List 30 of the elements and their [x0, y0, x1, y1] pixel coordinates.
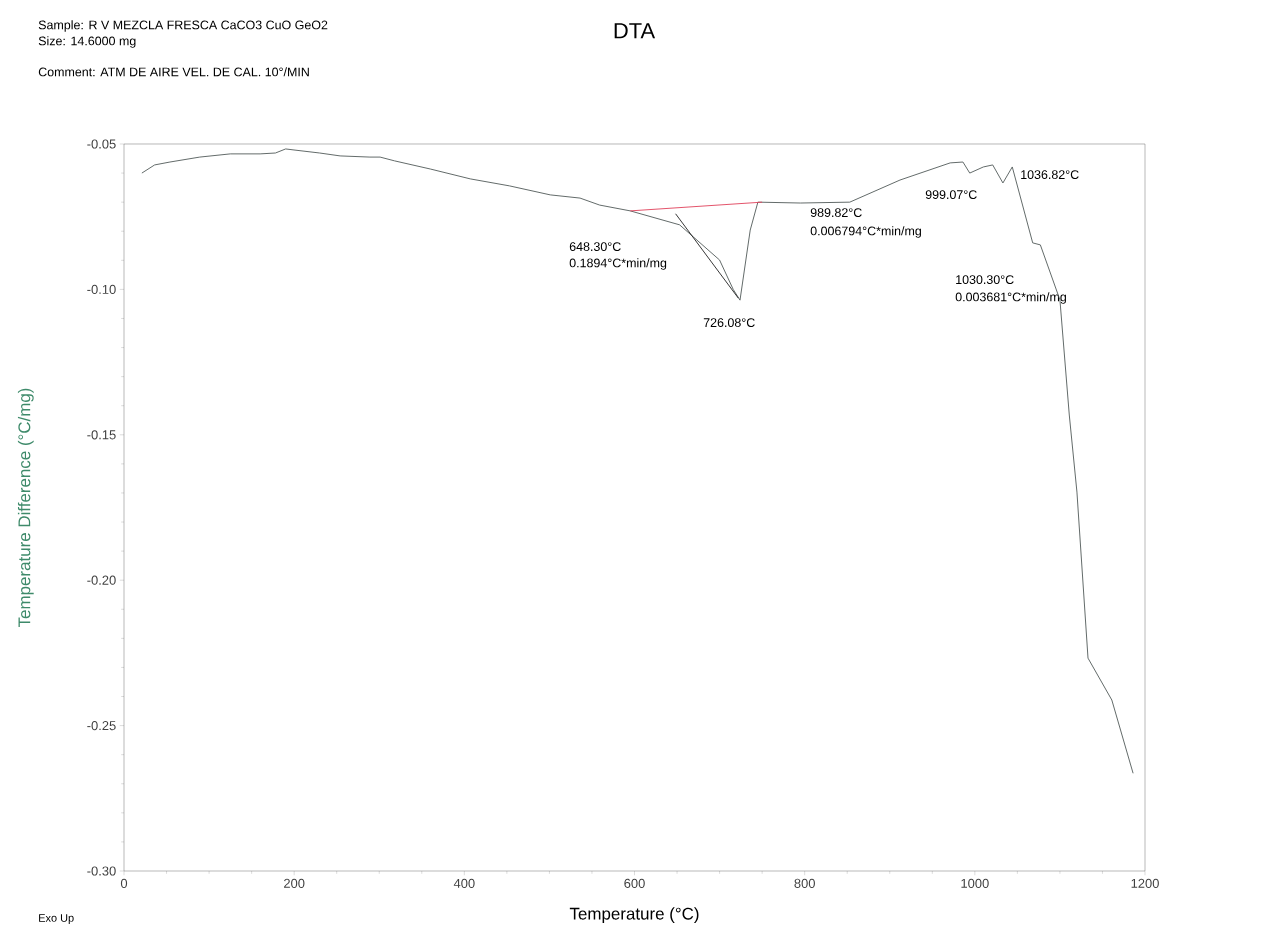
annotation: 0.003681°C*min/mg — [955, 292, 1066, 304]
annotation: 999.07°C — [925, 190, 977, 200]
chart-title: DTA — [614, 23, 656, 39]
x-tick-label: 400 — [453, 878, 475, 888]
x-tick-label: 600 — [624, 878, 645, 888]
y-tick-label: -0.25 — [87, 721, 116, 731]
text: Exo Up — [39, 914, 74, 924]
y-tick-label: -0.05 — [87, 139, 116, 149]
x-tick-label: 0 — [120, 878, 128, 888]
annotation: 1030.30°C — [956, 275, 1014, 285]
annotation: 648.30°C — [569, 242, 621, 252]
x-tick-label: 200 — [284, 878, 305, 888]
text: Size: 14.6000 mg — [38, 36, 136, 48]
annotation: 989.82°C — [810, 208, 862, 218]
y-tick-label: -0.10 — [87, 284, 116, 294]
y-tick-label: -0.15 — [87, 430, 116, 440]
annotation: 726.08°C — [703, 318, 755, 328]
x-tick-label: 800 — [794, 878, 815, 888]
annotation: 0.006794°C*min/mg — [810, 226, 921, 238]
x-tick-label: 1000 — [961, 878, 989, 888]
x-axis-title: Temperature (°C) — [569, 907, 699, 924]
y-axis-title: Temperature Difference (°C/mg) — [17, 388, 34, 628]
x-tick-label: 1200 — [1131, 878, 1159, 888]
annotation: 0.1894°C*min/mg — [569, 258, 667, 270]
y-tick-label: -0.20 — [87, 575, 116, 585]
y-tick-label: -0.30 — [87, 866, 116, 876]
text: Sample: R V MEZCLA FRESCA CaCO3 CuO GeO2 — [38, 20, 328, 32]
line-series — [141, 148, 1134, 774]
text: Comment: ATM DE AIRE VEL. DE CAL. 10°/MIN — [38, 67, 309, 77]
annotation: 1036.82°C — [1021, 170, 1079, 180]
